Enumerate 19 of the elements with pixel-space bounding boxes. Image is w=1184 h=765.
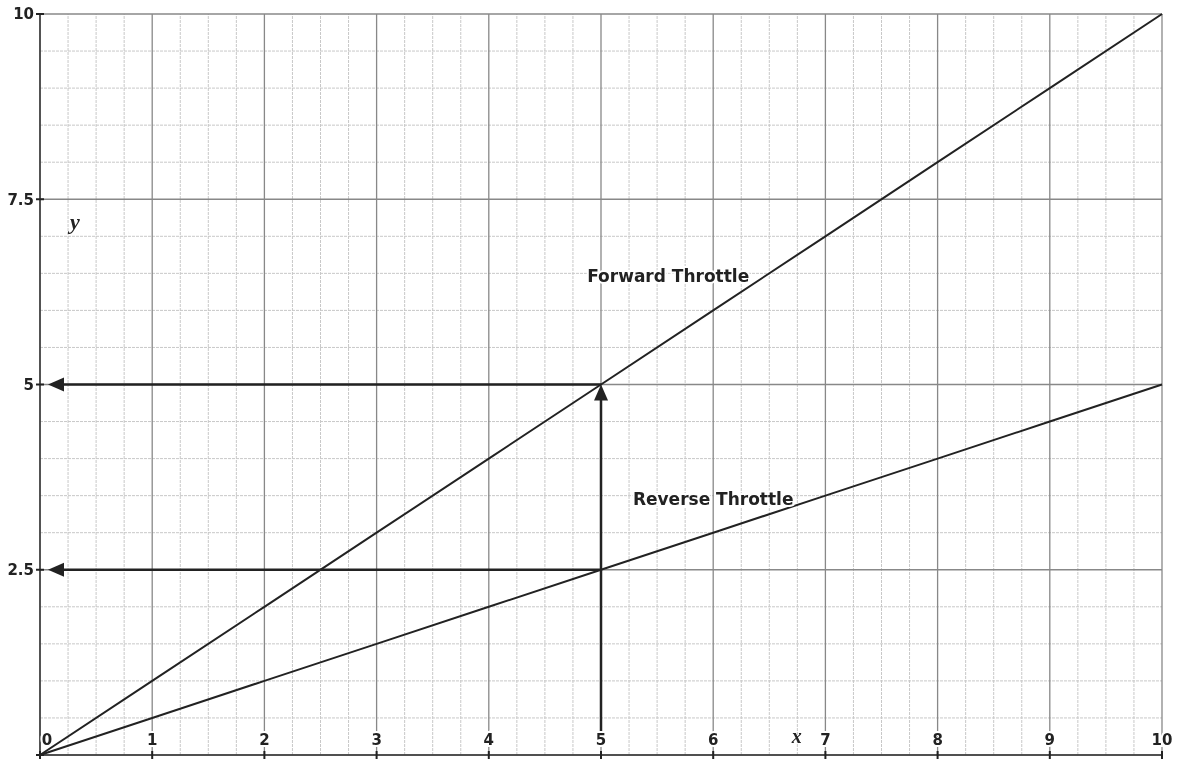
x-tick-label: 0 <box>41 731 53 749</box>
x-tick-label: 8 <box>932 731 943 749</box>
x-tick-label: 5 <box>595 731 607 749</box>
series-label: Reverse Throttle <box>632 488 794 509</box>
x-tick-label: 10 <box>1151 731 1173 749</box>
y-tick-label: 2.5 <box>7 561 34 579</box>
y-tick-label: 7.5 <box>7 190 34 209</box>
x-axis-title: x <box>790 725 802 747</box>
x-tick-label: 1 <box>146 731 158 749</box>
y-axis-title: y <box>67 208 80 234</box>
x-tick-label: 4 <box>483 731 495 749</box>
x-tick-label: 7 <box>820 731 831 749</box>
x-tick-label: 2 <box>259 731 270 749</box>
x-tick-label: 9 <box>1044 731 1056 749</box>
y-tick-label: 10 <box>13 5 34 24</box>
series-label: Forward Throttle <box>587 266 750 287</box>
x-tick-label: 6 <box>707 731 719 749</box>
x-tick-label: 3 <box>371 731 382 749</box>
y-tick-label: 5 <box>23 375 34 394</box>
